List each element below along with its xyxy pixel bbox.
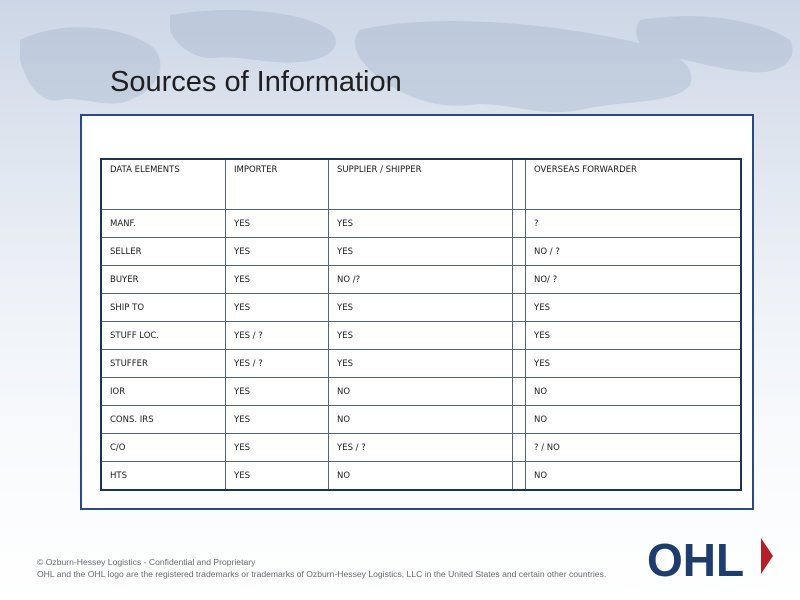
footer-trademark: OHL and the OHL logo are the registered … — [37, 569, 607, 579]
footer-copyright: © Ozburn-Hessey Logistics - Confidential… — [37, 557, 256, 567]
table-cell: CONS. IRS — [100, 405, 226, 434]
table-cell: NO — [525, 405, 742, 434]
table-cell — [512, 377, 526, 406]
table-cell — [512, 209, 526, 238]
table-cell: STUFF LOC. — [100, 321, 226, 350]
footer: © Ozburn-Hessey Logistics - Confidential… — [37, 556, 606, 580]
table-cell: YES — [328, 349, 513, 378]
table-row: STUFF LOC. YES / ? YES YES — [100, 321, 742, 350]
table-cell: YES — [328, 321, 513, 350]
table-cell: YES — [225, 377, 329, 406]
table-cell: YES — [225, 433, 329, 462]
header-spacer — [512, 158, 526, 210]
table-row: MANF. YES YES? — [100, 209, 742, 238]
table-cell: NO — [328, 377, 513, 406]
table-row: IOR YES NO NO — [100, 377, 742, 406]
table-cell: HTS — [100, 461, 226, 491]
table-cell: YES — [525, 321, 742, 350]
table-row: SELLER YES YES NO / ? — [100, 237, 742, 266]
table-cell: YES — [328, 209, 513, 238]
table-cell: NO — [525, 461, 742, 491]
table-cell — [512, 405, 526, 434]
ohl-logo-text: OHL — [647, 534, 744, 582]
table-header-row: DATA ELEMENTS IMPORTER SUPPLIER / SHIPPE… — [100, 158, 742, 210]
table-cell: NO /? — [328, 265, 513, 294]
table-cell: NO — [328, 461, 513, 491]
table-cell — [512, 265, 526, 294]
table-cell: YES — [225, 293, 329, 322]
header-importer: IMPORTER — [225, 158, 329, 210]
table-row: CONS. IRS YES NO NO — [100, 405, 742, 434]
table-cell: IOR — [100, 377, 226, 406]
table-row: C/O YES YES / ? ? / NO — [100, 433, 742, 462]
table-cell: YES — [328, 237, 513, 266]
table-cell — [512, 433, 526, 462]
table-row: SHIP TO YES YES YES — [100, 293, 742, 322]
table-row: BUYER YES NO /? NO/ ? — [100, 265, 742, 294]
table-cell — [512, 349, 526, 378]
table-cell: ? — [525, 209, 742, 238]
table-row: HTS YES NO NO — [100, 461, 742, 491]
table-cell — [512, 293, 526, 322]
table-cell: YES — [225, 237, 329, 266]
table-cell: MANF. — [100, 209, 226, 238]
table-cell: YES — [225, 461, 329, 491]
header-data-elements: DATA ELEMENTS — [100, 158, 226, 210]
sources-table: DATA ELEMENTS IMPORTER SUPPLIER / SHIPPE… — [100, 158, 742, 491]
table-cell: YES — [225, 265, 329, 294]
table-cell: ? / NO — [525, 433, 742, 462]
logo-accent-arrow — [761, 538, 773, 574]
ohl-logo: OHL — [647, 534, 773, 582]
table-cell: SHIP TO — [100, 293, 226, 322]
table-cell: YES — [225, 405, 329, 434]
slide-title: Sources of Information — [110, 66, 402, 98]
table-cell: NO — [525, 377, 742, 406]
table-cell: NO / ? — [525, 237, 742, 266]
table-cell: YES / ? — [328, 433, 513, 462]
table-cell: SELLER — [100, 237, 226, 266]
table-row: STUFFER YES / ? YES YES — [100, 349, 742, 378]
table-cell — [512, 237, 526, 266]
table-cell: C/O — [100, 433, 226, 462]
header-supplier-shipper: SUPPLIER / SHIPPER — [328, 158, 513, 210]
table-cell: YES — [525, 293, 742, 322]
table-cell: YES / ? — [225, 321, 329, 350]
table-cell: YES — [328, 293, 513, 322]
table-cell: YES — [525, 349, 742, 378]
table-cell: YES — [225, 209, 329, 238]
header-overseas-forwarder: OVERSEAS FORWARDER — [525, 158, 742, 210]
table-cell: BUYER — [100, 265, 226, 294]
table-cell: STUFFER — [100, 349, 226, 378]
table-cell: YES / ? — [225, 349, 329, 378]
table-cell — [512, 461, 526, 491]
table-cell: NO — [328, 405, 513, 434]
table-cell: NO/ ? — [525, 265, 742, 294]
table-cell — [512, 321, 526, 350]
